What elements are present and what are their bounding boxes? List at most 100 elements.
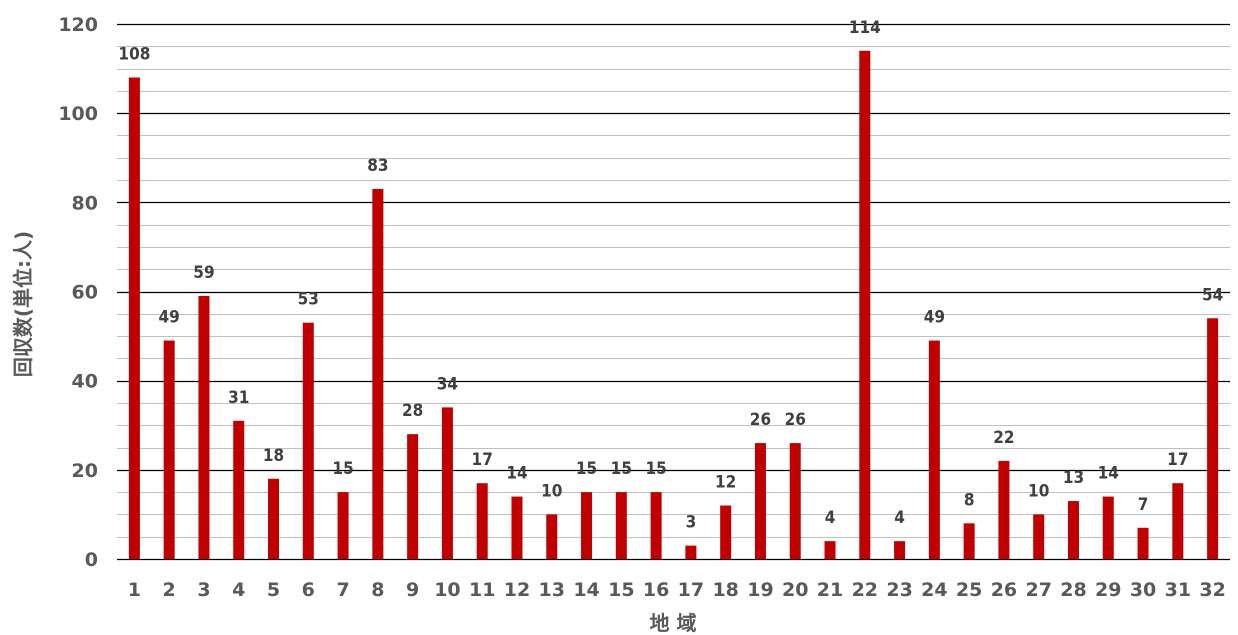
data-label: 26 [750,410,771,430]
data-label: 10 [541,481,562,501]
bar [1067,501,1079,559]
data-label: 114 [849,18,881,38]
bar [650,492,662,559]
data-label: 53 [298,290,319,310]
bar [1033,514,1045,559]
data-label: 4 [825,508,836,528]
bar [789,443,801,559]
bar [128,77,140,559]
x-tick-label: 10 [434,579,460,601]
bar [720,505,732,559]
data-label: 83 [367,156,388,176]
data-label: 15 [645,459,666,479]
data-label: 15 [332,459,353,479]
bar [1172,483,1184,559]
x-tick-label: 5 [267,579,280,601]
y-axis-title: 回収数(単位:人) [11,231,35,377]
y-axis-ticks: 0 20 40 60 80 100 120 [58,14,98,571]
data-label: 14 [1098,464,1119,484]
x-tick-label: 31 [1165,579,1191,601]
data-label: 10 [1028,481,1049,501]
bar [963,523,975,559]
data-label: 3 [686,513,697,533]
data-label: 7 [1138,495,1149,515]
x-tick-label: 4 [232,579,245,601]
x-tick-label: 26 [991,579,1017,601]
data-label: 34 [437,374,458,394]
data-labels: 108 49 59 31 18 53 15 83 28 34 17 14 10 15 15 15 3 12 26 26… [118,18,1223,533]
bar [407,434,419,559]
bar [1137,527,1149,559]
bar [754,443,766,559]
x-tick-label: 11 [469,579,495,601]
y-tick-label: 100 [58,103,98,125]
data-label: 26 [785,410,806,430]
bar [581,492,593,559]
data-label: 28 [402,401,423,421]
bar [233,420,245,559]
bar [511,496,523,559]
bar [546,514,558,559]
bar [685,545,697,559]
data-label: 59 [193,263,214,283]
y-tick-label: 0 [85,549,98,571]
x-tick-label: 7 [336,579,349,601]
bar [198,295,210,559]
bar [302,322,314,559]
x-tick-label: 8 [371,579,384,601]
data-label: 13 [1063,468,1084,488]
data-label: 108 [118,45,150,65]
bar [824,541,836,559]
x-tick-label: 20 [782,579,808,601]
x-tick-label: 22 [852,579,878,601]
x-axis-title: 地 域 [650,611,697,635]
bar [163,340,175,559]
x-tick-label: 9 [406,579,419,601]
x-tick-label: 18 [712,579,738,601]
bar [372,188,384,560]
y-tick-label: 120 [58,14,98,36]
gridlines [117,23,1230,561]
data-label: 15 [611,459,632,479]
bar [894,541,906,559]
data-label: 31 [228,388,249,408]
y-tick-label: 60 [72,282,98,304]
data-label: 12 [715,473,736,493]
x-tick-label: 16 [643,579,669,601]
bar [615,492,627,559]
data-label: 17 [1167,450,1188,470]
y-tick-label: 80 [72,192,98,214]
x-tick-label: 13 [539,579,565,601]
x-tick-label: 27 [1025,579,1051,601]
data-label: 49 [924,308,945,328]
data-label: 18 [263,446,284,466]
data-label: 14 [506,464,527,484]
bar [998,460,1010,559]
data-label: 15 [576,459,597,479]
bar [476,483,488,559]
y-tick-label: 40 [72,371,98,393]
y-tick-label: 20 [72,460,98,482]
x-tick-label: 25 [956,579,982,601]
x-tick-label: 6 [302,579,315,601]
x-tick-label: 14 [573,579,599,601]
data-label: 17 [472,450,493,470]
x-tick-label: 23 [886,579,912,601]
x-tick-label: 3 [197,579,210,601]
bar [928,340,940,559]
x-tick-label: 29 [1095,579,1121,601]
data-label: 4 [894,508,905,528]
x-axis-ticks: 1 2 3 4 5 6 7 8 9 10 11 12 13 14 15 16 17 18 19 20 21 22 23 24 2… [128,579,1226,601]
x-tick-label: 1 [128,579,141,601]
data-label: 22 [993,428,1014,448]
bar [337,492,349,559]
x-tick-label: 15 [608,579,634,601]
bar [268,478,280,559]
bar [1102,496,1114,559]
x-tick-label: 21 [817,579,843,601]
x-tick-label: 28 [1060,579,1086,601]
x-tick-label: 12 [504,579,530,601]
x-tick-label: 17 [678,579,704,601]
x-tick-label: 32 [1199,579,1225,601]
